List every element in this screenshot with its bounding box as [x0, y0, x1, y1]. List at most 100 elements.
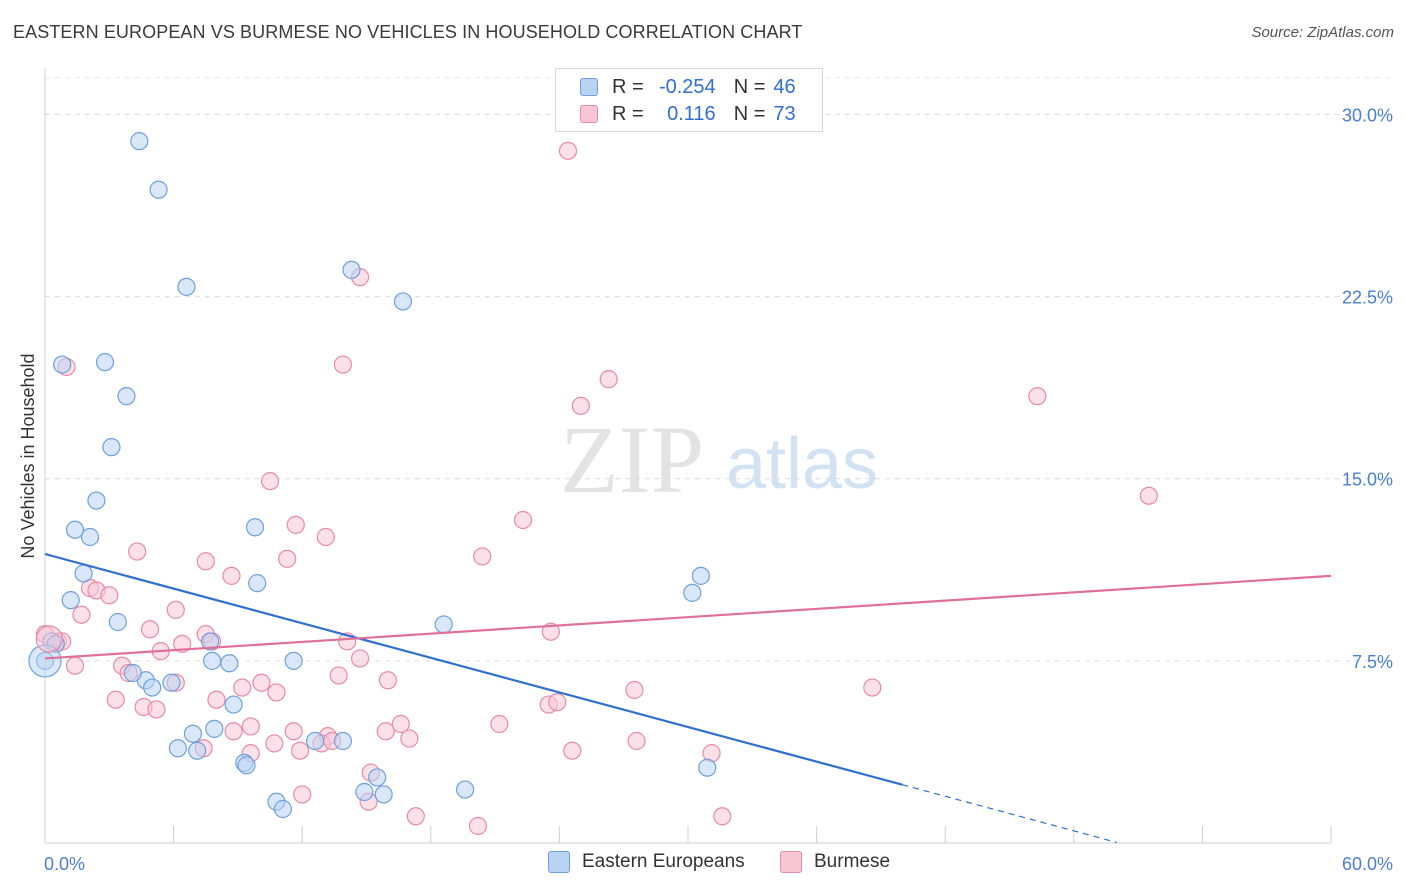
n-label: N =	[733, 75, 766, 98]
r-value: -0.254	[658, 75, 716, 98]
burmese-point	[627, 731, 646, 751]
burmese-point	[222, 566, 241, 585]
burmese-point	[350, 649, 370, 668]
n-value: 73	[773, 102, 796, 125]
burmese-point	[1139, 486, 1158, 505]
burmese-point	[558, 141, 578, 160]
trend-lines	[44, 552, 1332, 843]
burmese-point	[278, 549, 297, 568]
y-tick-label: 7.5%	[1352, 652, 1393, 672]
burmese-point	[128, 542, 147, 561]
eastern-europeans-point	[683, 583, 702, 602]
eastern-europeans-legend-swatch	[548, 851, 570, 873]
eastern-europeans-point	[248, 574, 267, 593]
eastern-europeans-point	[162, 673, 181, 692]
eastern-europeans-point	[434, 615, 453, 634]
gridlines	[45, 77, 1394, 662]
eastern-europeans-point	[65, 520, 85, 539]
eastern-europeans-point	[203, 651, 222, 670]
burmese-point	[106, 690, 125, 709]
source-label: Source: ZipAtlas.com	[1251, 24, 1394, 41]
burmese-point	[265, 734, 284, 753]
burmese-trend-line	[44, 574, 1332, 660]
burmese-swatch	[580, 105, 598, 123]
burmese-point	[391, 714, 410, 734]
eastern-europeans-point	[374, 785, 393, 804]
burmese-point	[548, 693, 567, 712]
burmese-point	[35, 625, 63, 653]
eastern-europeans-point	[177, 277, 196, 296]
burmese-point	[65, 656, 85, 675]
burmese-point	[468, 816, 488, 836]
eastern-europeans-point	[333, 731, 353, 751]
burmese-point	[100, 586, 119, 605]
burmese-legend-swatch	[780, 851, 802, 873]
eastern-europeans-point	[245, 518, 265, 537]
tick-labels: 7.5% 15.0% 22.5% 30.0% 0.0% 60.0%	[44, 105, 1393, 874]
eastern-europeans-point	[168, 739, 187, 758]
eastern-europeans-point	[188, 741, 207, 760]
burmese-point	[233, 678, 252, 697]
r-value: 0.116	[667, 102, 716, 125]
burmese-point	[173, 634, 192, 653]
burmese-point	[166, 600, 185, 619]
eastern-europeans-point	[368, 768, 387, 787]
legend-row-burmese: R = 0.116 N = 73	[580, 101, 796, 127]
y-tick-label: 30.0%	[1342, 105, 1393, 125]
axes	[44, 68, 1332, 844]
burmese-point	[252, 673, 271, 692]
burmese-point	[224, 722, 243, 741]
burmese-point	[1028, 387, 1047, 406]
eastern-europeans-point	[149, 180, 168, 199]
watermark-atlas: atlas	[726, 424, 878, 504]
eastern-europeans-swatch	[580, 78, 598, 96]
eastern-europeans-point	[123, 663, 142, 683]
burmese-point	[72, 605, 91, 624]
burmese-point	[400, 729, 419, 748]
burmese-point	[290, 741, 310, 760]
burmese-point	[599, 370, 618, 389]
burmese-legend-label: Burmese	[814, 851, 891, 872]
y-tick-label: 15.0%	[1342, 470, 1393, 490]
eastern-europeans-point	[108, 612, 127, 632]
eastern-europeans-point	[342, 260, 361, 279]
eastern-europeans-trend-extension	[902, 784, 1117, 843]
burmese-point	[284, 722, 303, 741]
y-axis-label: No Vehicles in Household	[18, 353, 38, 558]
eastern-europeans-point	[237, 756, 256, 775]
burmese-point	[863, 678, 882, 697]
burmese-point	[293, 785, 312, 804]
burmese-point	[333, 355, 353, 374]
burmese-point	[713, 807, 732, 826]
burmese-point	[513, 510, 533, 530]
n-label: N =	[733, 102, 766, 125]
burmese-point	[286, 515, 305, 534]
burmese-point	[260, 472, 280, 491]
correlation-legend: R = -0.254 N = 46 R = 0.116 N = 73	[555, 68, 823, 132]
eastern-europeans-point	[455, 780, 475, 799]
r-label: R =	[612, 75, 644, 98]
eastern-europeans-point	[95, 353, 115, 372]
eastern-europeans-point	[691, 566, 710, 585]
watermark-zip: ZIP	[560, 406, 704, 513]
eastern-europeans-point	[200, 632, 220, 651]
burmese-point	[563, 741, 582, 760]
eastern-europeans-point	[102, 438, 121, 457]
r-label: R =	[612, 102, 644, 125]
eastern-europeans-point	[273, 799, 293, 819]
burmese-point	[490, 714, 509, 734]
eastern-europeans-point	[284, 651, 303, 670]
eastern-europeans-point	[205, 719, 224, 738]
burmese-point	[406, 807, 425, 826]
burmese-point	[376, 722, 395, 741]
legend-row-eastern-europeans: R = -0.254 N = 46	[580, 74, 796, 100]
eastern-europeans-point	[393, 292, 413, 311]
data-points	[28, 132, 1158, 836]
eastern-europeans-point	[74, 564, 93, 583]
chart-title: EASTERN EUROPEAN VS BURMESE NO VEHICLES …	[13, 22, 803, 42]
burmese-point	[267, 683, 286, 702]
eastern-europeans-point	[224, 695, 243, 714]
eastern-europeans-point	[117, 387, 136, 406]
eastern-europeans-point	[87, 491, 106, 510]
eastern-europeans-point	[53, 355, 72, 374]
